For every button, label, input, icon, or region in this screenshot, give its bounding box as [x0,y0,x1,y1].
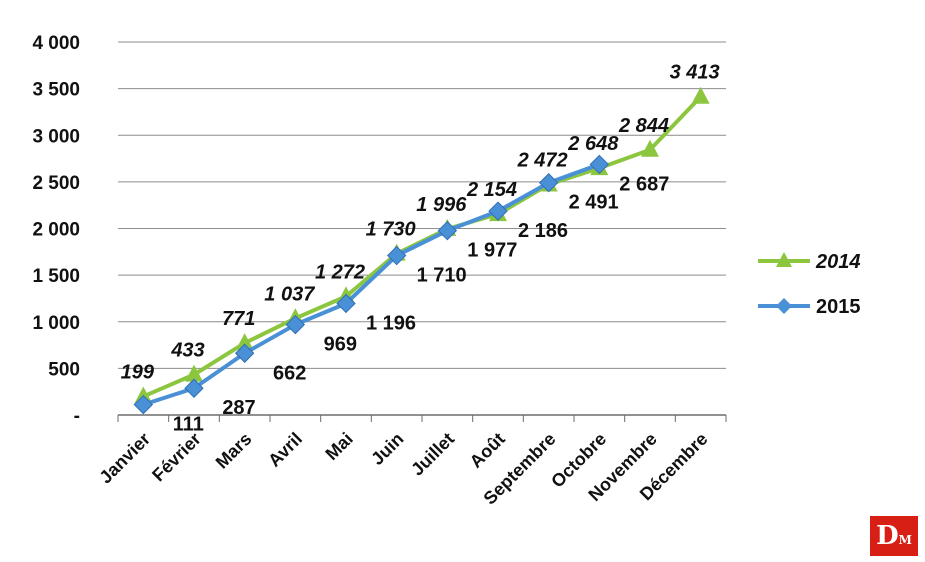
series-line-2015 [142,162,601,407]
data-label-2014: 2 844 [618,115,669,137]
data-label-2015: 662 [273,362,306,384]
data-label-2015: 287 [222,397,255,419]
marker-2015 [285,314,306,335]
x-tick-label: Août [466,429,509,472]
data-label-2014: 2 154 [466,179,517,201]
x-tick-label: Mars [212,429,256,473]
y-tick-label: 1 500 [32,266,80,287]
y-tick-label: 3 500 [32,80,80,101]
data-label-2015: 111 [173,414,204,436]
data-label-2014: 2 648 [567,133,619,155]
x-tick-label: Janvier [95,429,154,488]
marker-2014 [691,86,710,104]
data-label-2015: 1 710 [417,265,467,287]
marker-2014 [641,139,659,157]
y-tick-label: 2 500 [32,173,80,194]
marker-2015 [488,201,508,221]
y-tick-label: 2 000 [32,220,80,241]
x-tick-label: Juillet [407,429,458,480]
marker-2014 [235,333,254,351]
marker-2014 [185,364,203,382]
data-label-2014: 1 037 [264,283,315,305]
marker-2015 [386,245,407,266]
grid-lines [118,41,726,416]
marker-2015 [336,293,356,314]
y-axis-ticks: - 500 1 000 1 500 2 000 2 500 3 000 3 500 4 000 [32,33,80,427]
data-label-2015: 2 186 [518,220,568,242]
marker-2015 [234,343,255,363]
data-label-2014: 1 272 [315,261,365,283]
legend: 2014 2015 [758,251,861,318]
marker-2015 [437,220,458,241]
legend-label-2014: 2014 [815,251,861,273]
marker-2015 [538,173,559,193]
data-label-2015: 1 196 [366,312,416,334]
legend-marker-2014 [776,252,792,267]
y-tick-label: 4 000 [32,33,80,54]
x-tick-label: Février [148,429,205,486]
data-label-2014: 1 996 [416,194,467,216]
x-tick-label: Avril [264,429,306,471]
data-label-2015: 969 [324,334,357,356]
marker-2015 [589,154,610,175]
x-tick-label: Juin [367,429,407,469]
data-label-2014: 771 [222,308,255,330]
y-tick-label: 1 000 [32,313,80,334]
logo-letter-d: D [876,521,899,551]
legend-label-2015: 2015 [816,296,861,318]
y-tick-label: 500 [48,359,80,380]
data-label-2014: 199 [121,361,155,383]
data-label-2015: 1 977 [467,240,517,262]
data-label-2015: 2 491 [569,192,619,214]
marker-2015 [133,394,154,415]
y-tick-label: - [74,406,80,427]
data-label-2014: 3 413 [670,62,720,84]
data-label-2014: 1 730 [366,219,416,241]
legend-marker-2015 [776,298,792,314]
marker-2015 [184,378,204,398]
data-label-2015: 2 687 [619,173,669,195]
brand-logo: DM [870,516,918,556]
x-tick-label: Mai [321,429,356,464]
logo-letter-m: M [898,533,912,547]
series-group [133,86,710,415]
y-tick-label: 3 000 [32,126,80,147]
data-label-2014: 433 [170,340,204,362]
data-label-2014: 2 472 [517,149,568,171]
